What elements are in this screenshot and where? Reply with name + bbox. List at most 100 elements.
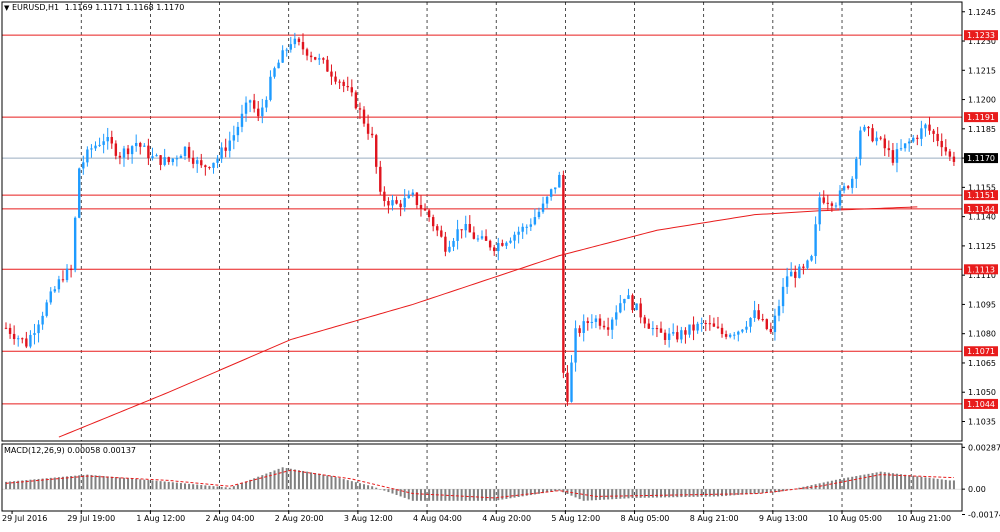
horizontal-levels[interactable] (2, 34, 962, 405)
macd-bar (830, 480, 833, 490)
macd-bar (912, 475, 915, 490)
level-tag-label: 1.1191 (967, 113, 995, 122)
macd-bar (460, 489, 463, 501)
macd-bar (232, 486, 235, 490)
candle-body (53, 289, 57, 292)
candle-body (521, 226, 524, 232)
macd-bar (358, 483, 361, 490)
level-tag-label: 1.1144 (967, 205, 995, 214)
price-tick-label: 1.1245 (968, 8, 996, 17)
macd-bar (391, 489, 394, 494)
candle-body (25, 338, 28, 347)
candle-body (37, 324, 40, 334)
candle-body (582, 321, 585, 333)
candle-body (708, 323, 712, 325)
macd-bar (533, 489, 536, 495)
macd-bar (900, 474, 903, 490)
macd-bar (725, 489, 728, 496)
candle-body (29, 334, 32, 347)
candle-body (700, 323, 703, 325)
symbol-header[interactable]: ▼ EURUSD,H1 1.1169 1.1171 1.1168 1.1170 (4, 3, 184, 12)
candle-body (606, 327, 610, 330)
time-tick-label: 4 Aug 20:00 (482, 514, 531, 523)
macd-bar (696, 489, 699, 497)
candle-body (545, 196, 549, 204)
candle-body (773, 315, 777, 333)
candle-body (912, 137, 915, 142)
candle-body (846, 186, 850, 188)
candle-body (444, 236, 447, 252)
candle-body (464, 223, 467, 231)
candle-body (370, 133, 374, 136)
macd-bar (855, 476, 858, 490)
candle-body (415, 192, 419, 205)
candle-body (244, 102, 248, 114)
macd-bar (403, 489, 406, 498)
candle-body (257, 108, 260, 117)
macd-bar (281, 467, 284, 490)
macd-bar (428, 489, 431, 501)
moving-average (58, 206, 918, 438)
candle-body (114, 143, 118, 156)
macd-bar (822, 482, 825, 490)
candle-body (236, 126, 240, 136)
candle-body (216, 158, 219, 163)
ma-line (58, 206, 918, 438)
macd-bar (184, 483, 187, 490)
candle-body (631, 295, 634, 311)
macd-bar (643, 489, 646, 498)
macd-bar (485, 489, 488, 501)
macd-bar (171, 482, 174, 490)
candle-body (33, 333, 36, 335)
level-tag (964, 346, 998, 357)
price-tick-label: 1.1200 (968, 96, 996, 105)
candle-body (106, 136, 109, 142)
candle-body (134, 142, 138, 147)
macd-bar (928, 477, 931, 490)
candle-body (322, 58, 325, 60)
macd-bar (472, 489, 475, 501)
candle-body (73, 217, 77, 271)
triangle-down-icon[interactable]: ▼ (4, 4, 10, 12)
macd-bar (13, 481, 16, 490)
macd-bar (444, 489, 447, 501)
candle-body (615, 312, 618, 320)
candle-body (733, 334, 736, 336)
macd-bar (590, 489, 593, 501)
macd-bar (57, 477, 60, 490)
candle-body (745, 326, 748, 330)
macd-bar (285, 468, 288, 490)
candle-body (541, 203, 545, 212)
candle-body (159, 155, 162, 165)
macd-bar (542, 489, 545, 494)
candle-body (436, 226, 439, 231)
level-tag-label: 1.1113 (967, 265, 995, 274)
macd-bar (269, 472, 272, 490)
macd-tick-label: 0.00 (968, 485, 986, 494)
candle-body (814, 224, 817, 257)
macd-bar (562, 489, 565, 493)
candle-body (460, 229, 463, 231)
candle-body (924, 124, 927, 129)
level-tag (964, 264, 998, 275)
macd-bar (721, 489, 724, 497)
candle-body (346, 85, 349, 88)
macd-bar (639, 489, 642, 498)
candle-body (517, 231, 520, 235)
candle-body (785, 276, 789, 287)
candle-body (619, 303, 622, 313)
candle-body (379, 166, 382, 192)
level-tag (964, 190, 998, 201)
macd-bar (167, 481, 170, 490)
macd-bar (863, 474, 866, 490)
candle-body (423, 208, 427, 211)
candle-body (549, 189, 553, 197)
candle-body (395, 200, 398, 204)
grid-layer (80, 2, 912, 511)
macd-bar (277, 468, 280, 490)
candle-body (806, 260, 809, 268)
macd-bar (676, 489, 679, 498)
candle-body (8, 327, 12, 334)
